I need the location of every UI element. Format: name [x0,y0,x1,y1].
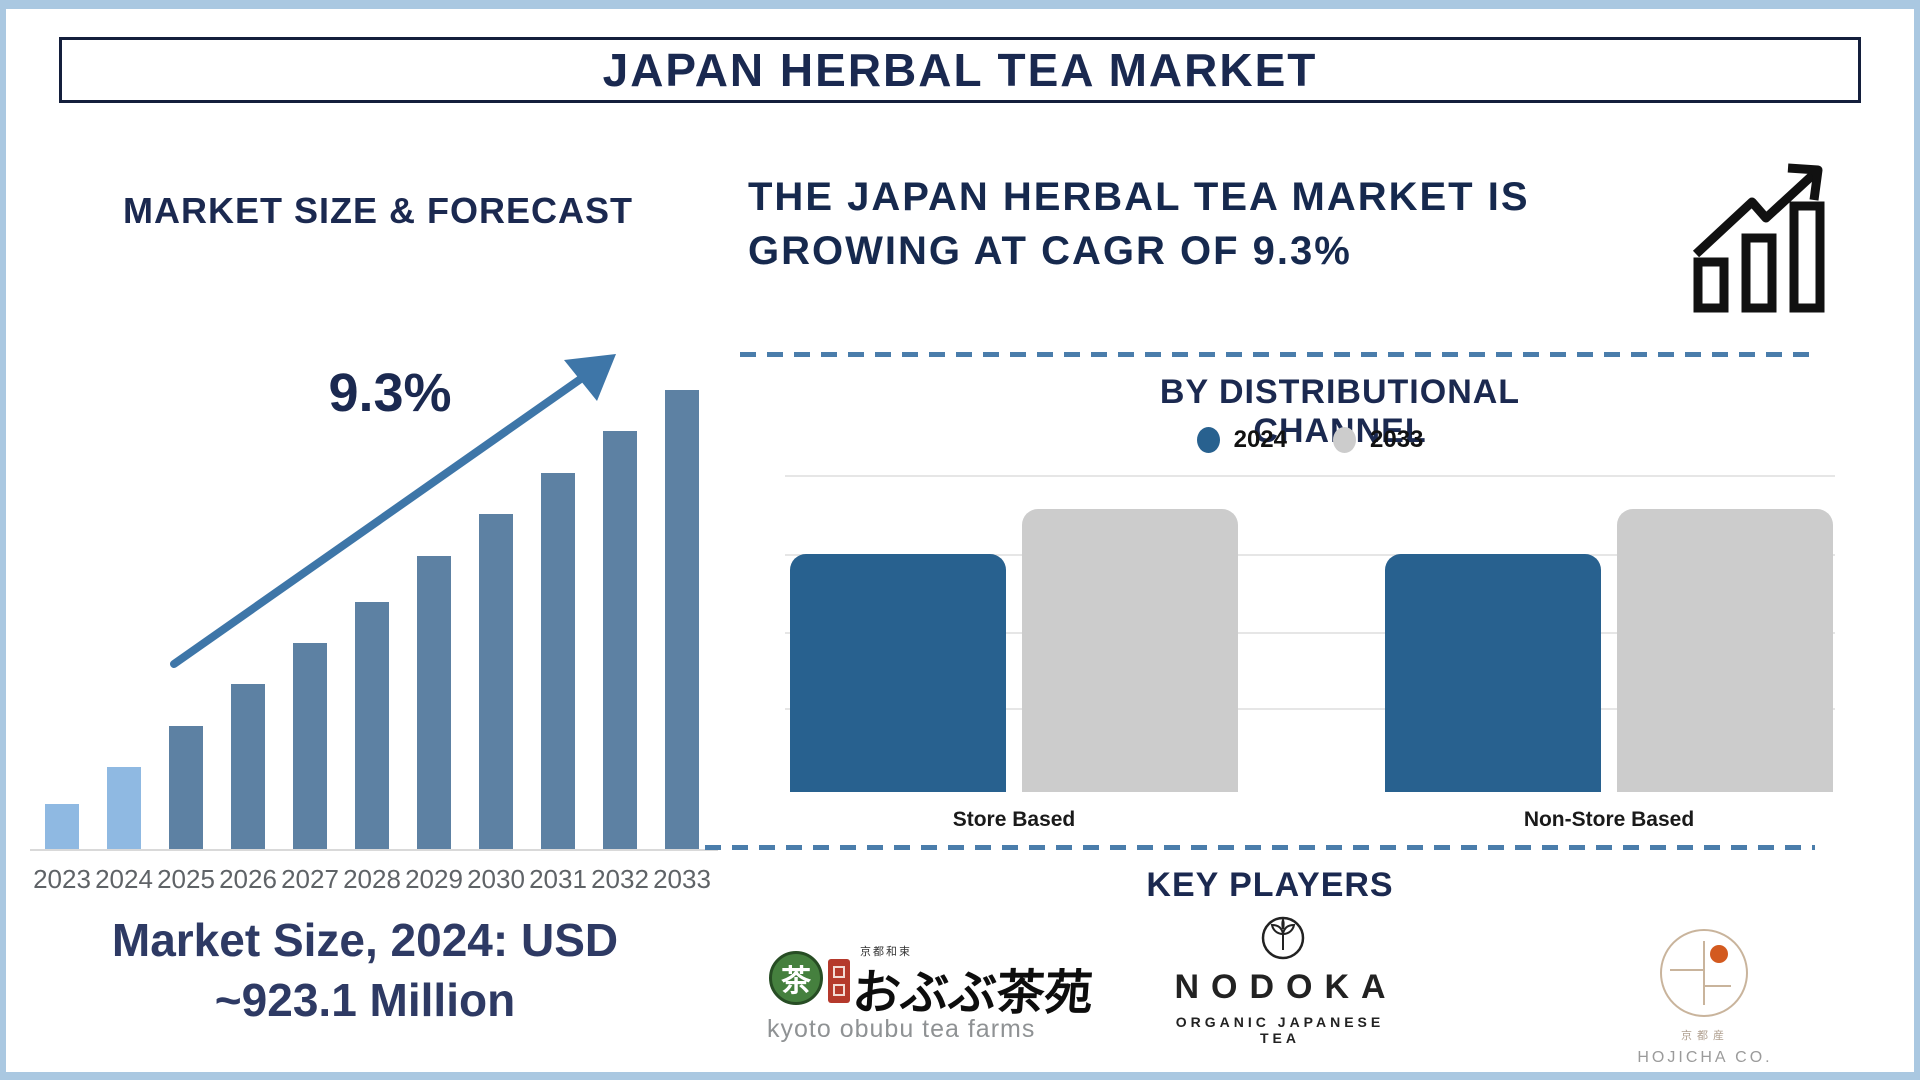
growth-statement-line2: GROWING AT CAGR OF 9.3% [748,229,1352,273]
nodoka-tagline-text: ORGANIC JAPANESE TEA [1175,1014,1385,1046]
forecast-bar-2032 [603,431,637,850]
market-size-caption-line2: ~923.1 Million [214,974,516,1026]
channel-bar-2024-non-store-based [1385,554,1601,792]
cagr-trend-arrow [170,354,616,668]
channel-bars: Store Based Non-Store Based [785,462,1835,831]
legend-item-2033: 2033 [1333,426,1423,454]
legend-label-2033: 2033 [1370,426,1424,453]
frame-top [0,0,1920,9]
forecast-bars: 2023 2024 2025 2026 2027 2028 2029 2030 2031 2032… [30,388,720,894]
growth-chart-icon [1692,163,1825,313]
year-label-2025: 2025 [157,864,215,894]
gridline [785,475,1835,477]
forecast-bar-2027 [293,643,327,850]
hojicha-sun-dot-icon [1710,945,1728,963]
cagr-value-label: 9.3% [328,363,452,423]
market-size-forecast-heading: MARKET SIZE & FORECAST [122,190,633,231]
gridline [785,554,1835,556]
hojicha-circle-icon [1660,929,1748,1017]
key-players-heading: KEY PLAYERS [1146,866,1394,904]
hojicha-mark-line [1705,985,1731,987]
growth-statement: THE JAPAN HERBAL TEA MARKET IS GROWING A… [748,170,1568,278]
obubu-red-seal-icon [828,959,850,1003]
market-size-caption-line1: Market Size, 2024: USD [111,914,619,966]
year-label-2026: 2026 [219,864,277,894]
obubu-calligraphy-text: おぶぶ茶苑 [850,967,1095,1020]
growth-statement-line1: THE JAPAN HERBAL TEA MARKET IS [748,175,1530,219]
year-label-2023: 2023 [33,864,91,894]
hojicha-mark-line [1670,969,1704,971]
frame-right [1914,0,1920,1080]
obubu-region-text: 京都和束 [860,946,912,958]
legend-dot-2024 [1196,427,1220,453]
market-size-caption: Market Size, 2024: USD ~923.1 Million [40,910,690,1030]
frame-bottom [0,1072,1920,1080]
channel-chart-legend: 2024 2033 [1050,426,1570,454]
year-label-2024: 2024 [95,864,153,894]
channel-bar-2033-store-based [1022,509,1238,792]
forecast-bar-2028 [355,602,389,850]
year-label-2032: 2032 [591,864,649,894]
nodoka-leaf-icon [1261,916,1305,960]
forecast-bar-2033 [665,390,699,850]
year-label-2028: 2028 [343,864,401,894]
hojicha-name-text: HOJICHA CO. [1637,1049,1773,1066]
forecast-bar-2023 [45,804,79,850]
nodoka-name-text: NODOKA [1174,968,1398,1006]
year-label-2027: 2027 [281,864,339,894]
legend-dot-2033 [1333,427,1356,453]
channel-bar-2024-store-based [790,554,1006,792]
category-label-non-store-based: Non-Store Based [1523,808,1695,831]
forecast-bar-2026 [231,684,265,850]
forecast-bar-2030 [479,514,513,850]
forecast-bar-2029 [417,556,451,850]
hojicha-mark-line [1703,941,1705,1005]
forecast-axis-line [30,849,718,851]
frame-left [0,0,6,1080]
legend-item-2024: 2024 [1196,426,1287,454]
year-label-2033: 2033 [653,864,711,894]
obubu-name-text: kyoto obubu tea farms [767,1015,1036,1043]
gridline [785,632,1835,634]
forecast-bar-2025 [169,726,203,850]
channel-bar-2033-non-store-based [1617,509,1833,792]
year-label-2030: 2030 [467,864,525,894]
year-label-2031: 2031 [529,864,587,894]
logo-hojicha-co: 京都産 HOJICHA CO. [1630,925,1780,1080]
forecast-bar-2024 [107,767,141,850]
hojicha-region-text: 京都産 [1681,1030,1729,1042]
separator-dashed-bottom [705,845,1815,850]
separator-dashed-top [740,352,1815,357]
legend-label-2024: 2024 [1233,426,1287,453]
page-title: JAPAN HERBAL TEA MARKET [602,44,1318,96]
logo-kyoto-obubu-tea-farms: 茶 京都和束 おぶぶ茶苑 kyoto obubu tea farms [765,943,1094,1043]
obubu-tea-circle-icon: 茶 [769,951,823,1005]
logo-nodoka: NODOKA ORGANIC JAPANESE TEA [1160,910,1400,1046]
title-box: JAPAN HERBAL TEA MARKET [59,37,1861,103]
category-label-store-based: Store Based [952,808,1076,831]
year-label-2029: 2029 [405,864,463,894]
gridline [785,708,1835,710]
forecast-bar-2031 [541,473,575,850]
